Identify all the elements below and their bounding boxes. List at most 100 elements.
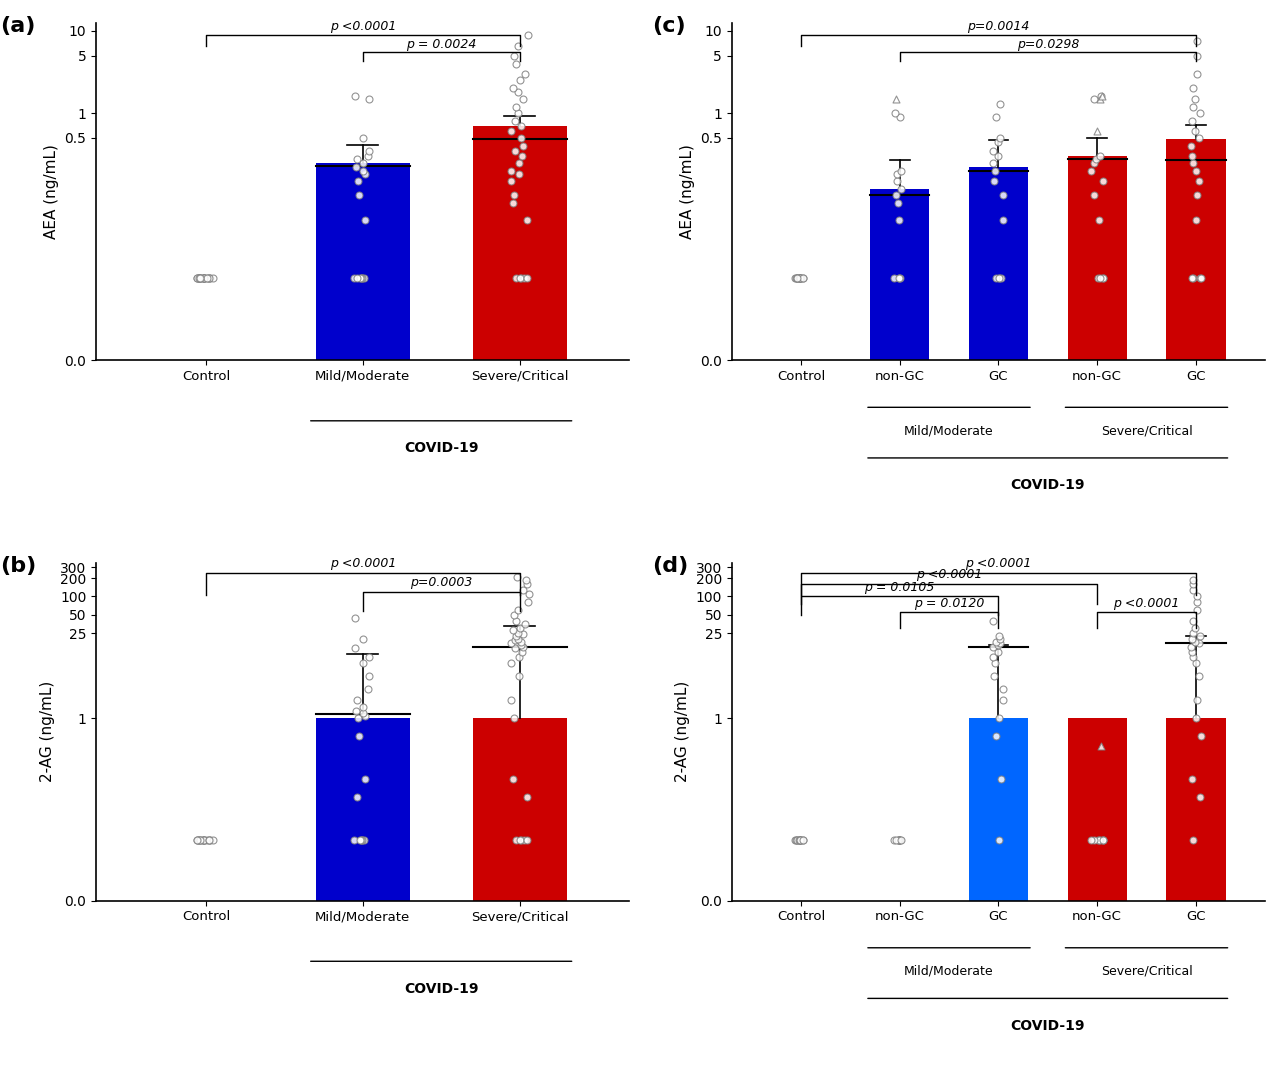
Point [1084,154,1105,171]
Point [983,154,1004,171]
Point [353,269,374,286]
Point [1190,269,1211,286]
Point [983,612,1004,630]
Point [348,172,369,190]
Point [986,727,1006,745]
Point [785,269,805,286]
Point [511,831,531,849]
Point [983,637,1004,655]
Point [1187,186,1207,204]
Point [513,637,534,655]
Point [787,269,808,286]
Point [512,644,532,661]
Point [353,699,374,717]
Point [511,636,531,654]
Point [508,104,529,121]
Point [1183,80,1203,98]
Point [506,628,526,645]
Point [888,831,909,849]
Point [516,571,536,589]
Point [513,138,534,155]
Point [508,166,529,183]
Point [790,831,810,849]
Point [506,612,526,630]
Point [786,269,806,286]
Point [200,831,220,849]
Point [1091,90,1111,107]
Point [791,269,812,286]
Point [187,269,207,286]
Point [788,269,809,286]
Point [355,211,375,229]
Point [1183,269,1203,286]
Point [1180,138,1201,155]
Point [1092,831,1112,849]
Point [1185,709,1206,726]
Text: p <0.0001: p <0.0001 [915,568,982,581]
Text: p <0.0001: p <0.0001 [329,20,396,33]
Bar [472,718,567,901]
Point [512,581,532,598]
Point [1092,88,1112,105]
Point [517,788,538,805]
Point [1084,831,1105,849]
Point [189,831,210,849]
Point [989,129,1010,146]
Bar [969,167,1028,360]
Point [1082,831,1102,849]
Point [503,80,524,98]
Point [1092,269,1112,286]
Point [187,831,207,849]
Point [351,269,371,286]
Point [986,269,1006,286]
Point [987,147,1007,165]
Point [191,269,211,286]
Point [991,630,1011,647]
Point [506,55,526,73]
Point [993,211,1014,229]
Point [883,269,904,286]
Point [991,771,1011,788]
Text: (b): (b) [0,556,36,577]
Point [348,727,369,745]
Point [202,831,223,849]
Point [1184,620,1204,637]
Point [200,269,220,286]
Point [886,831,906,849]
Bar [1068,718,1126,901]
Point [1183,612,1203,630]
Point [790,831,810,849]
Point [504,186,525,204]
Point [1088,831,1108,849]
Point [506,831,526,849]
Point [1093,269,1114,286]
Point [788,831,809,849]
Point [506,269,526,286]
Point [511,129,531,146]
Point [1183,771,1203,788]
Point [196,269,216,286]
Point [891,180,911,197]
Point [983,142,1004,159]
Point [346,702,366,720]
Point [358,681,379,698]
Point [507,602,527,619]
Text: p=0.0298: p=0.0298 [1016,38,1079,51]
Point [986,633,1006,650]
Point [1187,602,1207,619]
Point [517,26,538,43]
Text: p <0.0001: p <0.0001 [965,557,1032,570]
Point [884,104,905,121]
Point [506,142,526,159]
Point [343,269,364,286]
Point [1083,90,1103,107]
Point [346,158,366,176]
Point [511,620,531,637]
Point [200,269,220,286]
Point [1084,186,1105,204]
Point [993,186,1014,204]
Point [189,269,210,286]
Point [508,667,529,684]
Point [794,831,814,849]
Point [1187,47,1207,64]
